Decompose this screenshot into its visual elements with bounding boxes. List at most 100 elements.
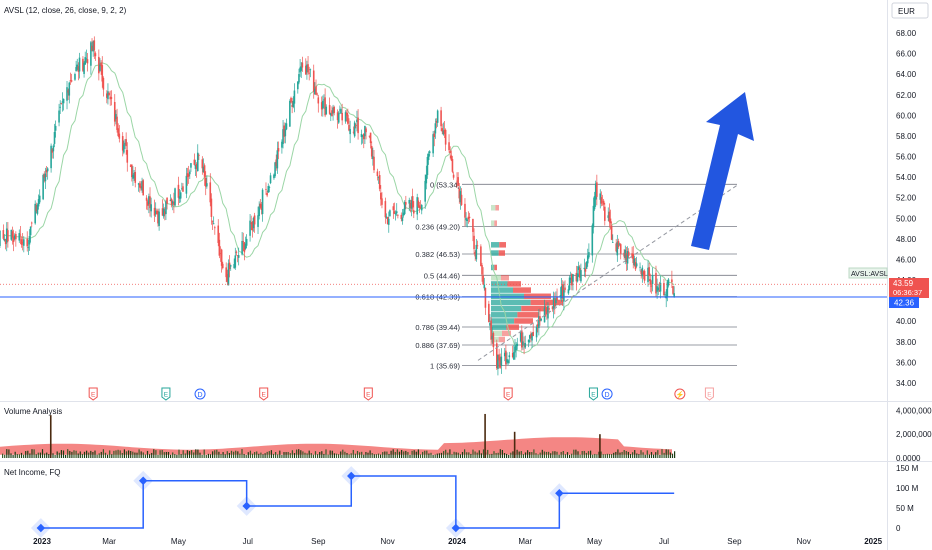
volume-bar — [16, 453, 18, 458]
earnings-marker[interactable] — [588, 387, 598, 401]
trend-line[interactable] — [477, 184, 738, 361]
candle-body — [61, 101, 64, 103]
earnings-marker[interactable] — [161, 387, 171, 401]
fib-level-label: 0.5 (44.46) — [424, 271, 461, 280]
candle-body — [241, 240, 243, 255]
earnings-marker[interactable] — [259, 387, 269, 401]
indicator-title[interactable]: AVSL (12, close, 26, close, 9, 2, 2) — [4, 6, 127, 15]
profile-bar-up — [491, 318, 515, 324]
candle-body — [369, 132, 372, 144]
candle-body — [177, 184, 180, 198]
income-point[interactable] — [242, 501, 251, 511]
volume-bar — [646, 450, 648, 458]
candle-body — [428, 151, 431, 154]
volume-bar — [569, 454, 571, 458]
earnings-marker[interactable] — [363, 387, 373, 401]
volume-bar — [657, 450, 659, 458]
candle-body — [548, 308, 550, 310]
currency-button[interactable] — [891, 2, 929, 19]
volume-bar — [151, 452, 153, 458]
volume-bar — [8, 449, 10, 458]
candle-body — [457, 177, 459, 186]
volume-bar — [388, 453, 390, 458]
marker-glyph: E — [91, 392, 96, 399]
profile-bar-up — [491, 242, 500, 248]
net-income-pane[interactable]: 150 M 100 M 50 M 0 — [30, 464, 919, 538]
candle-body — [42, 174, 44, 200]
candle-body — [500, 356, 503, 366]
candle-body — [179, 192, 182, 199]
candle-body — [289, 100, 291, 127]
volume-bar — [247, 452, 249, 458]
candle-body — [4, 239, 7, 245]
candle-body — [596, 182, 598, 197]
income-point[interactable] — [347, 471, 356, 481]
time-axis[interactable]: 2023 Mar May Jul Sep Nov 2024 Mar May Jul Sep Nov 20… — [33, 537, 882, 546]
volume-pane[interactable]: 4,000,000 2,000,000 0.0000 — [0, 406, 932, 463]
volume-bar — [522, 454, 524, 458]
candle-body — [384, 201, 387, 218]
volume-title[interactable]: Volume Analysis — [4, 407, 62, 416]
volume-bar — [482, 449, 485, 458]
volume-bar — [142, 452, 144, 458]
time-tick-label: Sep — [727, 537, 742, 546]
candle-body — [274, 162, 276, 177]
earnings-marker[interactable] — [88, 387, 98, 401]
candle-body — [664, 294, 666, 296]
candle-body — [481, 265, 483, 275]
candle-body — [181, 188, 183, 190]
news-marker[interactable] — [674, 388, 686, 400]
candle-body — [656, 286, 658, 292]
earnings-marker[interactable] — [704, 387, 714, 401]
candle-body — [341, 112, 343, 121]
candle-body — [236, 255, 239, 257]
candle-body — [284, 129, 287, 137]
candle-body — [126, 149, 129, 163]
event-markers[interactable]: E E D E E E E D ⚡ E — [88, 387, 714, 401]
net-income-title[interactable]: Net Income, FQ — [4, 468, 60, 477]
earnings-marker[interactable] — [503, 387, 513, 401]
profile-bar-up — [491, 293, 524, 300]
candle-body — [671, 279, 673, 283]
candle-body — [523, 344, 525, 346]
volume-bar — [396, 449, 398, 458]
candle-body — [560, 286, 563, 299]
income-point[interactable] — [451, 523, 461, 533]
income-point[interactable] — [138, 476, 148, 486]
volume-bar — [342, 449, 344, 458]
dividend-marker[interactable] — [601, 388, 613, 400]
volume-bar — [409, 454, 411, 458]
volume-bar — [455, 452, 457, 458]
drawing-layer[interactable] — [0, 92, 887, 361]
candle-body — [142, 180, 144, 196]
dividend-marker[interactable] — [194, 388, 206, 400]
profile-bar-down — [517, 312, 539, 318]
volume-bar — [62, 450, 65, 458]
price-pane[interactable]: 0 (53.34) 0.236 (49.20) 0.382 (46.53) 0.5 (… — [0, 36, 887, 401]
volume-bar — [655, 452, 657, 458]
candle-body — [2, 230, 5, 239]
price-axis[interactable]: 68.00 66.00 64.00 62.00 60.00 58.00 56.00 54.00… — [896, 29, 917, 388]
volume-bar — [390, 450, 392, 458]
bullish-arrow[interactable] — [691, 92, 754, 250]
candle-body — [663, 283, 665, 296]
candle-body — [410, 200, 413, 209]
volume-bar — [333, 453, 335, 458]
candle-body — [448, 142, 450, 151]
volume-bar — [613, 452, 615, 458]
volume-bar — [348, 454, 350, 458]
candle-body — [552, 297, 555, 310]
volume-bar — [275, 451, 277, 458]
income-point[interactable] — [555, 488, 564, 498]
candle-body — [488, 303, 490, 323]
volume-bar — [92, 451, 94, 458]
candle-body — [121, 136, 124, 151]
volume-bar — [205, 454, 207, 458]
volume-bar — [394, 451, 396, 458]
candle-body — [156, 210, 158, 214]
candle-body — [521, 330, 523, 348]
volume-bar — [325, 449, 327, 458]
volume-bar — [392, 449, 394, 458]
candle-body — [268, 186, 271, 188]
